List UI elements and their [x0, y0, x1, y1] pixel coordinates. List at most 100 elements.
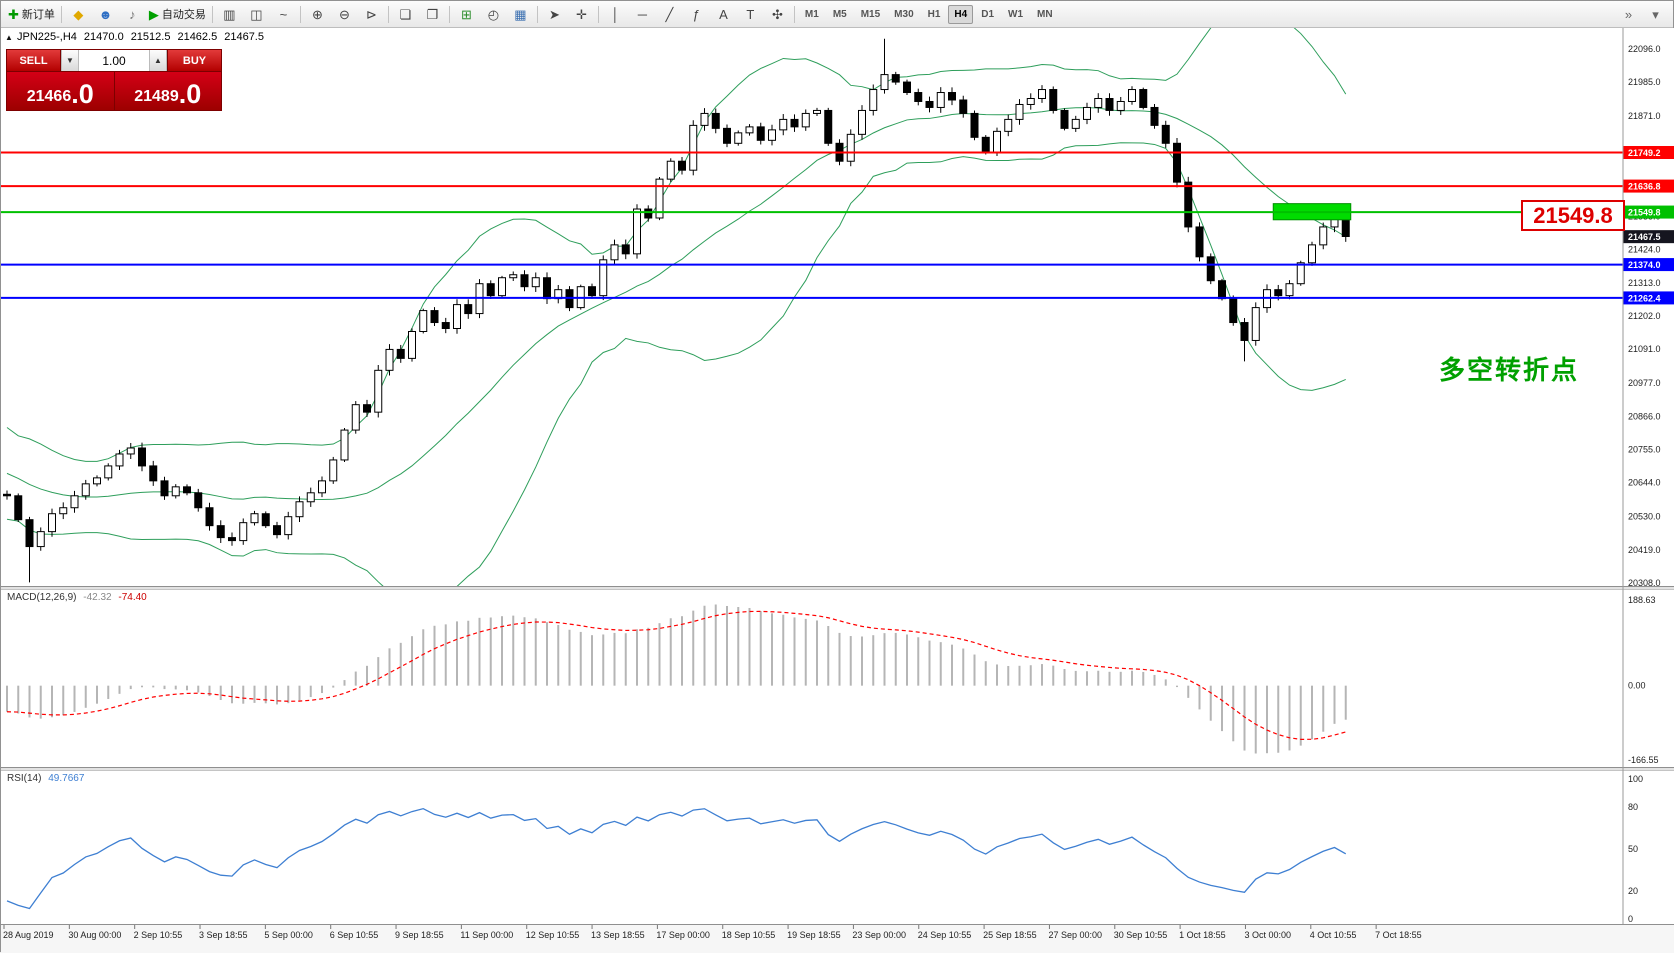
time-axis-label: 18 Sep 10:55 [722, 930, 776, 940]
price-axis-tick: 22096.0 [1628, 44, 1661, 54]
cascade-windows-icon: ❐ [427, 8, 439, 21]
macd-value: -42.32 [83, 592, 111, 603]
rsi-axis-label: 50 [1628, 844, 1638, 854]
timeframe-m1-button[interactable]: M1 [799, 5, 825, 24]
new-chart-button[interactable]: ⊞ [453, 3, 480, 26]
time-axis-label: 4 Oct 10:55 [1310, 930, 1357, 940]
price-axis-tick: 20755.0 [1628, 444, 1661, 454]
vertical-line-icon: │ [611, 8, 619, 21]
buy-button[interactable]: BUY [167, 49, 222, 72]
volume-input[interactable]: 1.00 [79, 50, 149, 71]
auto-trading-button[interactable]: ▶自动交易 [146, 3, 209, 26]
timeframe-h1-button[interactable]: H1 [922, 5, 947, 24]
timeframe-m5-button[interactable]: M5 [827, 5, 853, 24]
profile-button[interactable]: ☻ [92, 3, 119, 26]
toolbar-options-button[interactable]: ▾ [1642, 3, 1669, 26]
toolbar-overflow-button[interactable]: » [1615, 3, 1642, 26]
price-axis-tick: 20977.0 [1628, 378, 1661, 388]
sell-button[interactable]: SELL [6, 49, 61, 72]
toolbar-options-icon: ▾ [1652, 8, 1659, 21]
candlestick-chart-button[interactable]: ◫ [243, 3, 270, 26]
price-axis-tick: 21985.0 [1628, 77, 1661, 87]
alerts-button[interactable]: ♪ [119, 3, 146, 26]
timeframe-m15-button[interactable]: M15 [855, 5, 886, 24]
price-axis-tick: 21424.0 [1628, 245, 1661, 255]
toolbar-separator [388, 6, 389, 23]
time-axis-label: 30 Aug 00:00 [68, 930, 121, 940]
arrows-icon: ✣ [772, 8, 783, 21]
price-axis-tick: 20308.0 [1628, 578, 1661, 588]
sell-price[interactable]: 21466 .0 [7, 72, 114, 110]
price-callout[interactable]: 21549.8 [1521, 200, 1625, 231]
price-axis-tick: 20530.0 [1628, 512, 1661, 522]
line-chart-button[interactable]: ~ [270, 3, 297, 26]
timeframe-m30-button[interactable]: M30 [888, 5, 919, 24]
timeframe-mn-button[interactable]: MN [1031, 5, 1059, 24]
volume-decrease-button[interactable]: ▼ [61, 50, 79, 71]
cascade-windows-button[interactable]: ❐ [419, 3, 446, 26]
time-axis-label: 9 Sep 18:55 [395, 930, 444, 940]
price-axis-tick: 21871.0 [1628, 111, 1661, 121]
rsi-axis-label: 80 [1628, 802, 1638, 812]
ohlc-close: 21467.5 [224, 31, 264, 43]
indicators-button[interactable]: ▦ [507, 3, 534, 26]
chart-header: JPN225-,H4 21470.0 21512.5 21462.5 21467… [17, 31, 264, 43]
zoom-out-button[interactable]: ⊖ [331, 3, 358, 26]
macd-signal-value: -74.40 [118, 592, 146, 603]
price-axis-tick: 20644.0 [1628, 478, 1661, 488]
time-axis-label: 13 Sep 18:55 [591, 930, 645, 940]
fibonacci-button[interactable]: ƒ [683, 3, 710, 26]
buy-price-pips: .0 [179, 84, 202, 106]
ohlc-high: 21512.5 [131, 31, 171, 43]
text-label-icon: T [746, 8, 754, 21]
text-button[interactable]: A [710, 3, 737, 26]
volume-control: ▼ 1.00 ▲ [61, 49, 167, 72]
auto-trading-button-label: 自动交易 [162, 6, 206, 22]
price-axis-tick: 20866.0 [1628, 411, 1661, 421]
timeframe-h4-button[interactable]: H4 [948, 5, 973, 24]
new-order-button-label: 新订单 [22, 6, 55, 22]
ohlc-low: 21462.5 [177, 31, 217, 43]
macd-axis-label: 0.00 [1628, 681, 1646, 691]
text-label-button[interactable]: T [737, 3, 764, 26]
time-axis-label: 11 Sep 00:00 [460, 930, 513, 940]
tile-windows-button[interactable]: ❏ [392, 3, 419, 26]
toolbar-separator [537, 6, 538, 23]
trade-panel-toggle[interactable]: ▲ [5, 33, 13, 42]
auto-scroll-button[interactable]: ⊳ [358, 3, 385, 26]
toolbar-separator [212, 6, 213, 23]
zoom-in-button[interactable]: ⊕ [304, 3, 331, 26]
annotation-text[interactable]: 多空转折点 [1439, 350, 1579, 387]
macd-axis-label: 188.63 [1628, 595, 1656, 605]
bar-chart-button[interactable]: ▥ [216, 3, 243, 26]
toolbar-separator [61, 6, 62, 23]
time-axis-label: 17 Sep 00:00 [656, 930, 710, 940]
timeframe-d1-button[interactable]: D1 [975, 5, 1000, 24]
rsi-label: RSI(14) 49.7667 [7, 773, 88, 784]
horizontal-line-button[interactable]: ─ [629, 3, 656, 26]
vertical-line-button[interactable]: │ [602, 3, 629, 26]
volume-increase-button[interactable]: ▲ [149, 50, 167, 71]
crosshair-button[interactable]: ✛ [568, 3, 595, 26]
trendline-button[interactable]: ╱ [656, 3, 683, 26]
buy-price[interactable]: 21489 .0 [114, 72, 222, 110]
new-order-button[interactable]: ✚新订单 [5, 3, 58, 26]
cursor-button[interactable]: ➤ [541, 3, 568, 26]
time-axis-label: 6 Sep 10:55 [330, 930, 379, 940]
price-axis-chip-label: 21467.5 [1628, 232, 1661, 242]
metaeditor-button[interactable]: ◆ [65, 3, 92, 26]
timeframe-w1-button[interactable]: W1 [1002, 5, 1029, 24]
alerts-icon: ♪ [129, 8, 136, 21]
candlestick-chart-icon: ◫ [250, 8, 262, 21]
arrows-button[interactable]: ✣ [764, 3, 791, 26]
toolbar-separator [449, 6, 450, 23]
time-axis-label: 25 Sep 18:55 [983, 930, 1037, 940]
indicators-icon: ▦ [514, 8, 526, 21]
auto-trading-icon: ▶ [149, 8, 159, 21]
chart-canvas[interactable]: 22096.021985.021871.021760.021646.021535… [1, 28, 1674, 953]
toolbar-overflow-icon: » [1625, 8, 1632, 21]
period-button[interactable]: ◴ [480, 3, 507, 26]
chart-background [1, 28, 1674, 953]
